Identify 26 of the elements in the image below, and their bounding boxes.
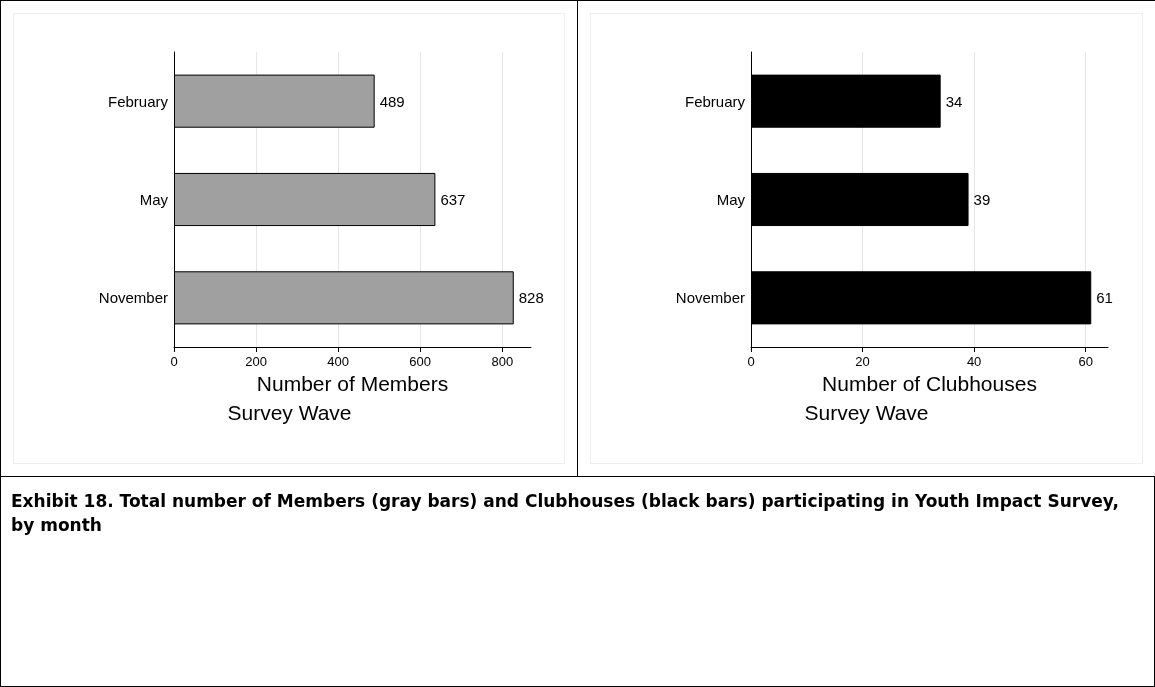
y-tick-label: February [684, 92, 746, 110]
x-tick-label: 200 [245, 354, 267, 369]
data-label: 61 [1096, 289, 1113, 307]
data-label: 828 [518, 289, 544, 307]
y-tick-label: May [716, 191, 746, 208]
data-label: 637 [440, 191, 466, 208]
text: Survey Wave [804, 401, 929, 424]
y-tick-label: November [675, 289, 745, 307]
data-label: 34 [945, 92, 963, 110]
x-axis-title: Number of Clubhouses [822, 371, 1037, 395]
y-tick-label: May [139, 191, 169, 208]
data-label: 39 [973, 191, 991, 208]
y-tick-label: February [107, 92, 169, 110]
text: Survey Wave [227, 401, 352, 424]
text: Exhibit 18. Total number of Members (gray bars) and Clubhouses (black bars) participating in Youth Impact Survey, by month [11, 490, 1120, 537]
x-tick-label: 600 [409, 354, 432, 369]
x-tick-label: 60 [1078, 354, 1093, 369]
x-axis-title: Number of Members [256, 371, 449, 395]
x-tick-label: 20 [855, 354, 870, 369]
x-tick-label: 400 [327, 354, 349, 369]
x-tick-label: 0 [747, 354, 755, 369]
x-tick-label: 800 [491, 354, 514, 369]
y-tick-label: November [98, 289, 168, 307]
x-tick-label: 0 [170, 354, 178, 369]
x-tick-label: 40 [966, 354, 982, 369]
data-label: 489 [379, 92, 405, 110]
